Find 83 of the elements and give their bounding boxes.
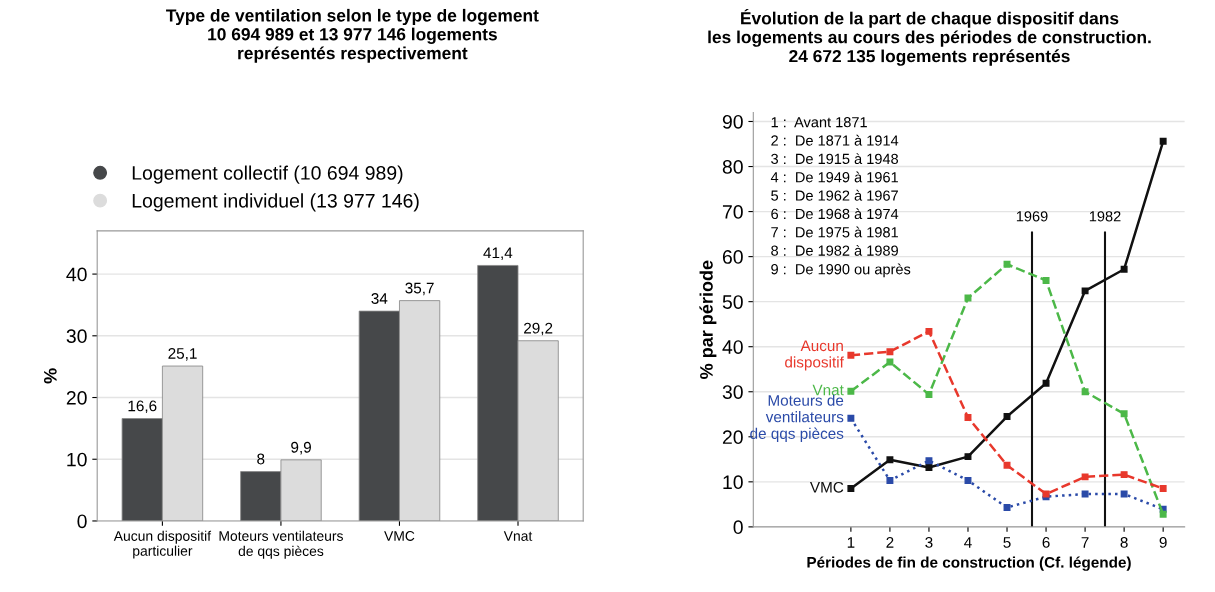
point <box>1081 490 1089 498</box>
point <box>1159 510 1167 518</box>
point <box>847 414 855 422</box>
y-tick-label: 40 <box>66 267 87 282</box>
series-label: Moteurs de ventilateurs de qqs pièces <box>750 394 844 443</box>
y-tick-label: 90 <box>722 114 743 129</box>
series-label: VMC <box>809 481 844 493</box>
data-label: 25,1 <box>168 348 197 361</box>
point <box>964 453 972 461</box>
x-tick-label: 6 <box>1042 537 1050 548</box>
annotation: 1982 <box>1089 211 1121 222</box>
point <box>1159 485 1167 493</box>
data-label: 41,4 <box>483 247 513 261</box>
point <box>1120 471 1128 479</box>
data-label: 8 <box>257 453 265 465</box>
point <box>886 477 894 484</box>
data-label: 35,7 <box>405 282 434 296</box>
legend-label: Logement individuel (13 977 146) <box>132 193 419 212</box>
x-tick-label: 5 <box>1003 537 1011 548</box>
data-label: 34 <box>371 293 388 304</box>
y-tick-label: 20 <box>66 390 87 405</box>
x-axis-title: Périodes de fin de construction (Cf. légende) <box>807 556 1131 571</box>
data-label: 9,9 <box>291 441 311 455</box>
x-tick-label: 9 <box>1159 537 1167 548</box>
x-tick-label: 8 <box>1120 537 1128 548</box>
x-tick-label: 7 <box>1081 537 1089 548</box>
point <box>1120 490 1128 498</box>
y-tick-label: 40 <box>722 340 743 354</box>
point <box>925 457 933 465</box>
series-label: Aucun dispositif <box>785 340 844 371</box>
y-tick-label: 60 <box>722 250 743 264</box>
y-tick-label: 10 <box>723 475 743 490</box>
x-tick-label: VMC <box>384 531 415 541</box>
point <box>1003 504 1011 511</box>
point <box>925 390 933 398</box>
chart-title: Évolution de la part de chaque dispositif dans les logements au cours des périodes de construction. 24 672 135 logements représentés <box>708 8 1151 66</box>
data-label: 29,2 <box>524 322 553 336</box>
point <box>1120 265 1128 273</box>
x-tick-label: Vnat <box>503 531 533 541</box>
annotation: 1969 <box>1016 211 1048 222</box>
y-tick-label: 0 <box>77 514 87 529</box>
legend-label: Logement collectif (10 694 989) <box>132 165 403 184</box>
point <box>925 327 933 335</box>
y-tick-label: 80 <box>722 160 743 174</box>
y-axis-title: % <box>43 368 57 384</box>
point <box>847 387 855 395</box>
point <box>1159 137 1167 145</box>
y-tick-label: 30 <box>722 385 743 399</box>
y-tick-label: 0 <box>733 520 743 535</box>
point <box>1003 413 1011 420</box>
point <box>964 477 972 484</box>
x-tick-label: Aucun dispositif particulier <box>113 530 212 559</box>
x-tick-label: Moteurs ventilateurs de qqs pièces <box>219 530 343 559</box>
x-tick-label: 4 <box>964 537 972 548</box>
chart-title: Type de ventilation selon le type de logement 10 694 989 et 13 977 146 logements représentés respectivement <box>166 8 539 63</box>
x-tick-label: 1 <box>847 537 855 548</box>
point <box>1003 461 1011 469</box>
point <box>964 413 972 421</box>
point <box>1081 287 1089 295</box>
y-tick-label: 20 <box>722 430 743 445</box>
y-axis-title: % par période <box>699 260 717 379</box>
point <box>1003 260 1011 268</box>
y-tick-label: 70 <box>722 205 743 219</box>
y-tick-label: 50 <box>722 295 743 309</box>
point <box>964 294 972 302</box>
y-tick-label: 10 <box>67 452 87 467</box>
x-tick-label: 3 <box>925 537 933 548</box>
point <box>925 463 933 471</box>
x-tick-label: 2 <box>886 537 894 548</box>
point <box>847 351 855 359</box>
point <box>1042 379 1050 387</box>
point <box>886 358 894 366</box>
point <box>1081 388 1089 396</box>
point <box>886 348 894 356</box>
point <box>847 485 855 493</box>
point <box>1120 410 1128 418</box>
data-label: 16,6 <box>128 400 157 414</box>
point <box>1042 277 1050 284</box>
point <box>1081 473 1089 481</box>
point <box>886 456 894 464</box>
series-label: Vnat <box>812 384 844 396</box>
y-tick-label: 30 <box>66 329 87 344</box>
text: 1 : Avant 1871 2 : De 1871 à 1914 3 : De 1915 à 1948 4 : De 1949 à 1961 5 : De 1962 à 1967 6 : De 1968 à 1974 7 : De 1975 à 1981 8 : De 1982 à 1989 9 : De 1990 ou après <box>770 117 911 278</box>
